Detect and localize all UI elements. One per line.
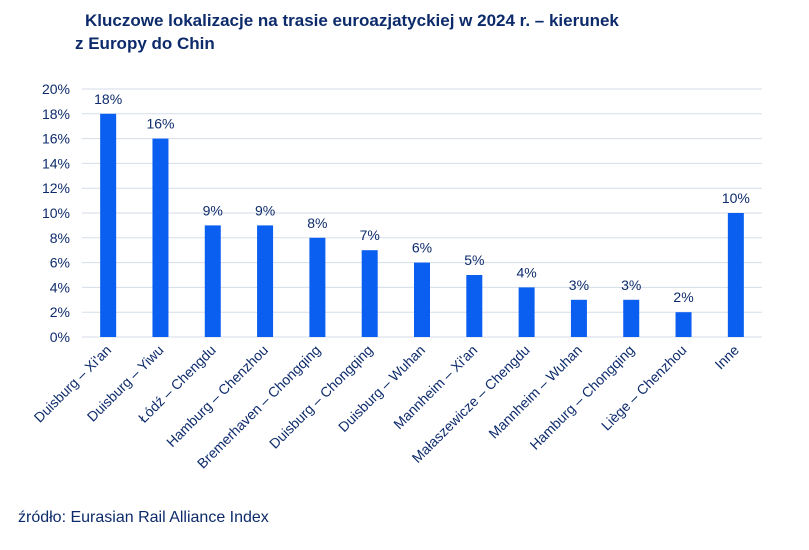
data-label: 9% [203, 202, 223, 218]
bar [100, 113, 117, 337]
y-tick-label: 14% [42, 155, 70, 171]
bar [466, 275, 483, 337]
y-tick-label: 16% [42, 131, 70, 147]
y-tick-label: 0% [50, 329, 70, 345]
data-label: 3% [621, 277, 641, 293]
x-tick-label: Duisburg – Wuhan [335, 342, 428, 435]
data-label: 4% [516, 264, 536, 280]
y-tick-label: 8% [50, 230, 70, 246]
bar [518, 287, 535, 337]
data-label: 5% [464, 252, 484, 268]
bar [570, 299, 587, 337]
data-label: 10% [722, 190, 750, 206]
data-label: 18% [94, 91, 122, 107]
x-tick-label: Hamburg – Chongqing [526, 342, 637, 453]
bar [152, 138, 169, 337]
chart-title-line-1: Kluczowe lokalizacje na trasie euroazjat… [85, 11, 619, 30]
source-note: źródło: Eurasian Rail Alliance Index [18, 509, 269, 526]
y-tick-label: 6% [50, 255, 70, 271]
data-label: 7% [360, 227, 380, 243]
data-label: 6% [412, 240, 432, 256]
data-label: 3% [569, 277, 589, 293]
y-tick-label: 18% [42, 106, 70, 122]
chart-title: Kluczowe lokalizacje na trasie euroazjat… [75, 9, 775, 55]
data-label: 8% [307, 215, 327, 231]
x-tick-label: Inne [711, 342, 742, 373]
bar [204, 225, 221, 337]
y-tick-label: 4% [50, 279, 70, 295]
data-label: 9% [255, 202, 275, 218]
y-tick-label: 10% [42, 205, 70, 221]
bar [257, 225, 274, 337]
data-label: 16% [146, 116, 174, 132]
bar [361, 250, 378, 337]
x-tick-label: Duisburg – Chongqing [266, 342, 376, 452]
bar-chart: 0% 2% 4% 6% 8% 10% 12% 14% 16% 18% 20% 18% Duisburg … [31, 81, 762, 471]
chart-title-line-2: z Europy do Chin [75, 34, 215, 53]
bar [727, 213, 744, 337]
y-tick-label: 20% [42, 81, 70, 97]
data-label: 2% [673, 289, 693, 305]
bar [623, 299, 640, 337]
bar [675, 312, 692, 337]
x-tick-label: Hamburg – Chenzhou [163, 342, 271, 450]
y-tick-label: 2% [50, 304, 70, 320]
bar [414, 262, 430, 337]
y-tick-label: 12% [42, 180, 70, 196]
bar [309, 237, 326, 337]
x-tick-label: Mannheim – Wuhan [485, 342, 585, 442]
